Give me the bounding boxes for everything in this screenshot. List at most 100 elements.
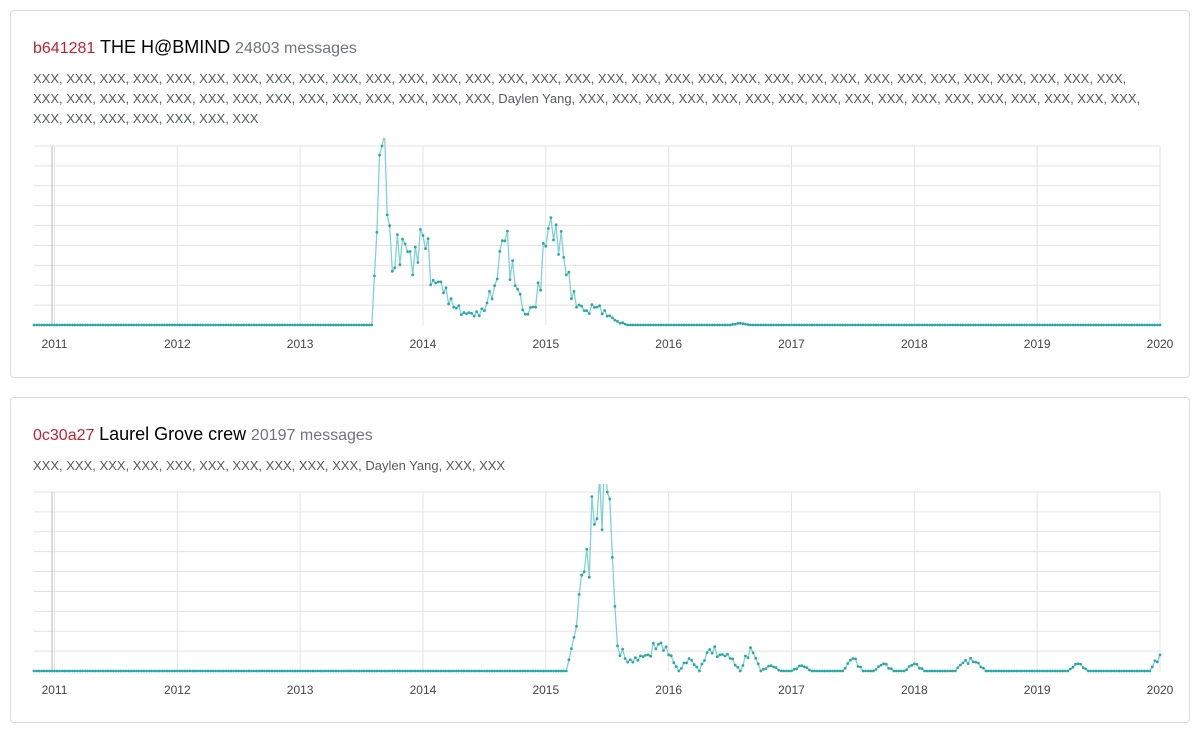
data-point bbox=[188, 323, 192, 327]
data-point bbox=[687, 657, 691, 660]
data-point bbox=[467, 311, 471, 314]
data-point bbox=[140, 323, 143, 327]
data-point bbox=[250, 323, 253, 327]
data-point bbox=[1115, 669, 1118, 673]
data-point bbox=[928, 323, 932, 327]
data-point bbox=[403, 669, 407, 673]
data-point bbox=[664, 645, 668, 649]
data-point bbox=[408, 250, 412, 253]
data-point bbox=[851, 323, 855, 327]
data-point bbox=[1079, 662, 1083, 666]
data-point bbox=[260, 669, 264, 673]
data-point bbox=[872, 323, 875, 327]
data-point bbox=[636, 323, 640, 327]
data-point bbox=[1038, 323, 1042, 327]
data-point bbox=[362, 323, 366, 327]
data-point bbox=[1117, 669, 1121, 673]
data-point bbox=[1076, 662, 1080, 666]
data-point bbox=[815, 669, 819, 673]
data-point bbox=[923, 323, 926, 327]
data-point bbox=[247, 323, 251, 327]
data-point bbox=[470, 311, 473, 315]
data-point bbox=[677, 669, 681, 673]
data-point bbox=[910, 323, 914, 327]
data-point bbox=[168, 323, 172, 327]
data-point bbox=[42, 669, 46, 673]
data-point bbox=[1015, 669, 1019, 673]
data-point bbox=[659, 323, 663, 327]
data-point bbox=[976, 323, 980, 327]
data-point bbox=[969, 656, 972, 660]
data-point bbox=[823, 323, 827, 327]
data-point bbox=[352, 669, 356, 673]
data-point bbox=[836, 669, 839, 673]
data-point bbox=[516, 287, 520, 291]
data-point bbox=[523, 312, 527, 316]
data-point bbox=[316, 323, 320, 327]
data-point bbox=[572, 636, 576, 639]
data-point bbox=[65, 669, 69, 673]
data-point bbox=[646, 653, 650, 657]
data-point bbox=[818, 669, 821, 673]
data-point bbox=[332, 323, 335, 327]
data-point bbox=[772, 665, 775, 669]
data-point bbox=[692, 663, 696, 667]
data-point bbox=[508, 669, 512, 673]
data-point bbox=[649, 654, 653, 658]
data-point bbox=[411, 669, 415, 673]
data-point bbox=[119, 323, 123, 327]
data-point bbox=[692, 323, 696, 327]
data-point bbox=[485, 301, 489, 305]
data-point bbox=[1081, 666, 1085, 669]
data-point bbox=[349, 323, 353, 327]
data-point bbox=[741, 664, 745, 667]
group-id-link[interactable]: 0c30a27 bbox=[33, 427, 95, 444]
data-point bbox=[790, 323, 793, 327]
data-point bbox=[751, 651, 755, 655]
data-point bbox=[736, 322, 740, 325]
data-point bbox=[930, 669, 934, 673]
group-id-link[interactable]: b641281 bbox=[33, 40, 96, 57]
data-point bbox=[163, 323, 166, 327]
data-point bbox=[145, 669, 149, 673]
data-point bbox=[63, 323, 67, 327]
data-point bbox=[644, 323, 647, 327]
data-point bbox=[122, 669, 125, 673]
data-point bbox=[1110, 323, 1113, 327]
data-point bbox=[252, 669, 256, 673]
data-point bbox=[158, 669, 161, 673]
data-point bbox=[413, 245, 417, 249]
data-point bbox=[933, 669, 937, 673]
data-point bbox=[234, 323, 238, 327]
data-point bbox=[654, 647, 658, 651]
data-point bbox=[531, 305, 535, 309]
data-point bbox=[1158, 653, 1162, 657]
data-point bbox=[155, 669, 159, 673]
data-point bbox=[979, 323, 983, 327]
data-point bbox=[536, 669, 540, 673]
data-point bbox=[1135, 323, 1139, 327]
data-point bbox=[280, 323, 284, 327]
data-point bbox=[1135, 669, 1139, 673]
data-point bbox=[1102, 323, 1106, 327]
data-point bbox=[163, 669, 166, 673]
data-point bbox=[383, 669, 386, 673]
data-point bbox=[339, 669, 343, 673]
data-point bbox=[680, 323, 683, 327]
x-tick-label: 2013 bbox=[287, 337, 314, 351]
data-point bbox=[270, 323, 274, 327]
data-point bbox=[879, 663, 883, 667]
data-point bbox=[170, 669, 174, 673]
data-point bbox=[547, 227, 550, 230]
data-point bbox=[746, 323, 750, 326]
data-point bbox=[818, 323, 821, 327]
data-point bbox=[531, 669, 535, 673]
data-point bbox=[621, 321, 624, 325]
data-point bbox=[403, 242, 407, 246]
data-point bbox=[626, 660, 630, 664]
data-point bbox=[132, 669, 136, 673]
data-point bbox=[682, 661, 686, 665]
data-point bbox=[933, 323, 937, 327]
data-point bbox=[477, 669, 481, 673]
data-point bbox=[721, 653, 724, 656]
